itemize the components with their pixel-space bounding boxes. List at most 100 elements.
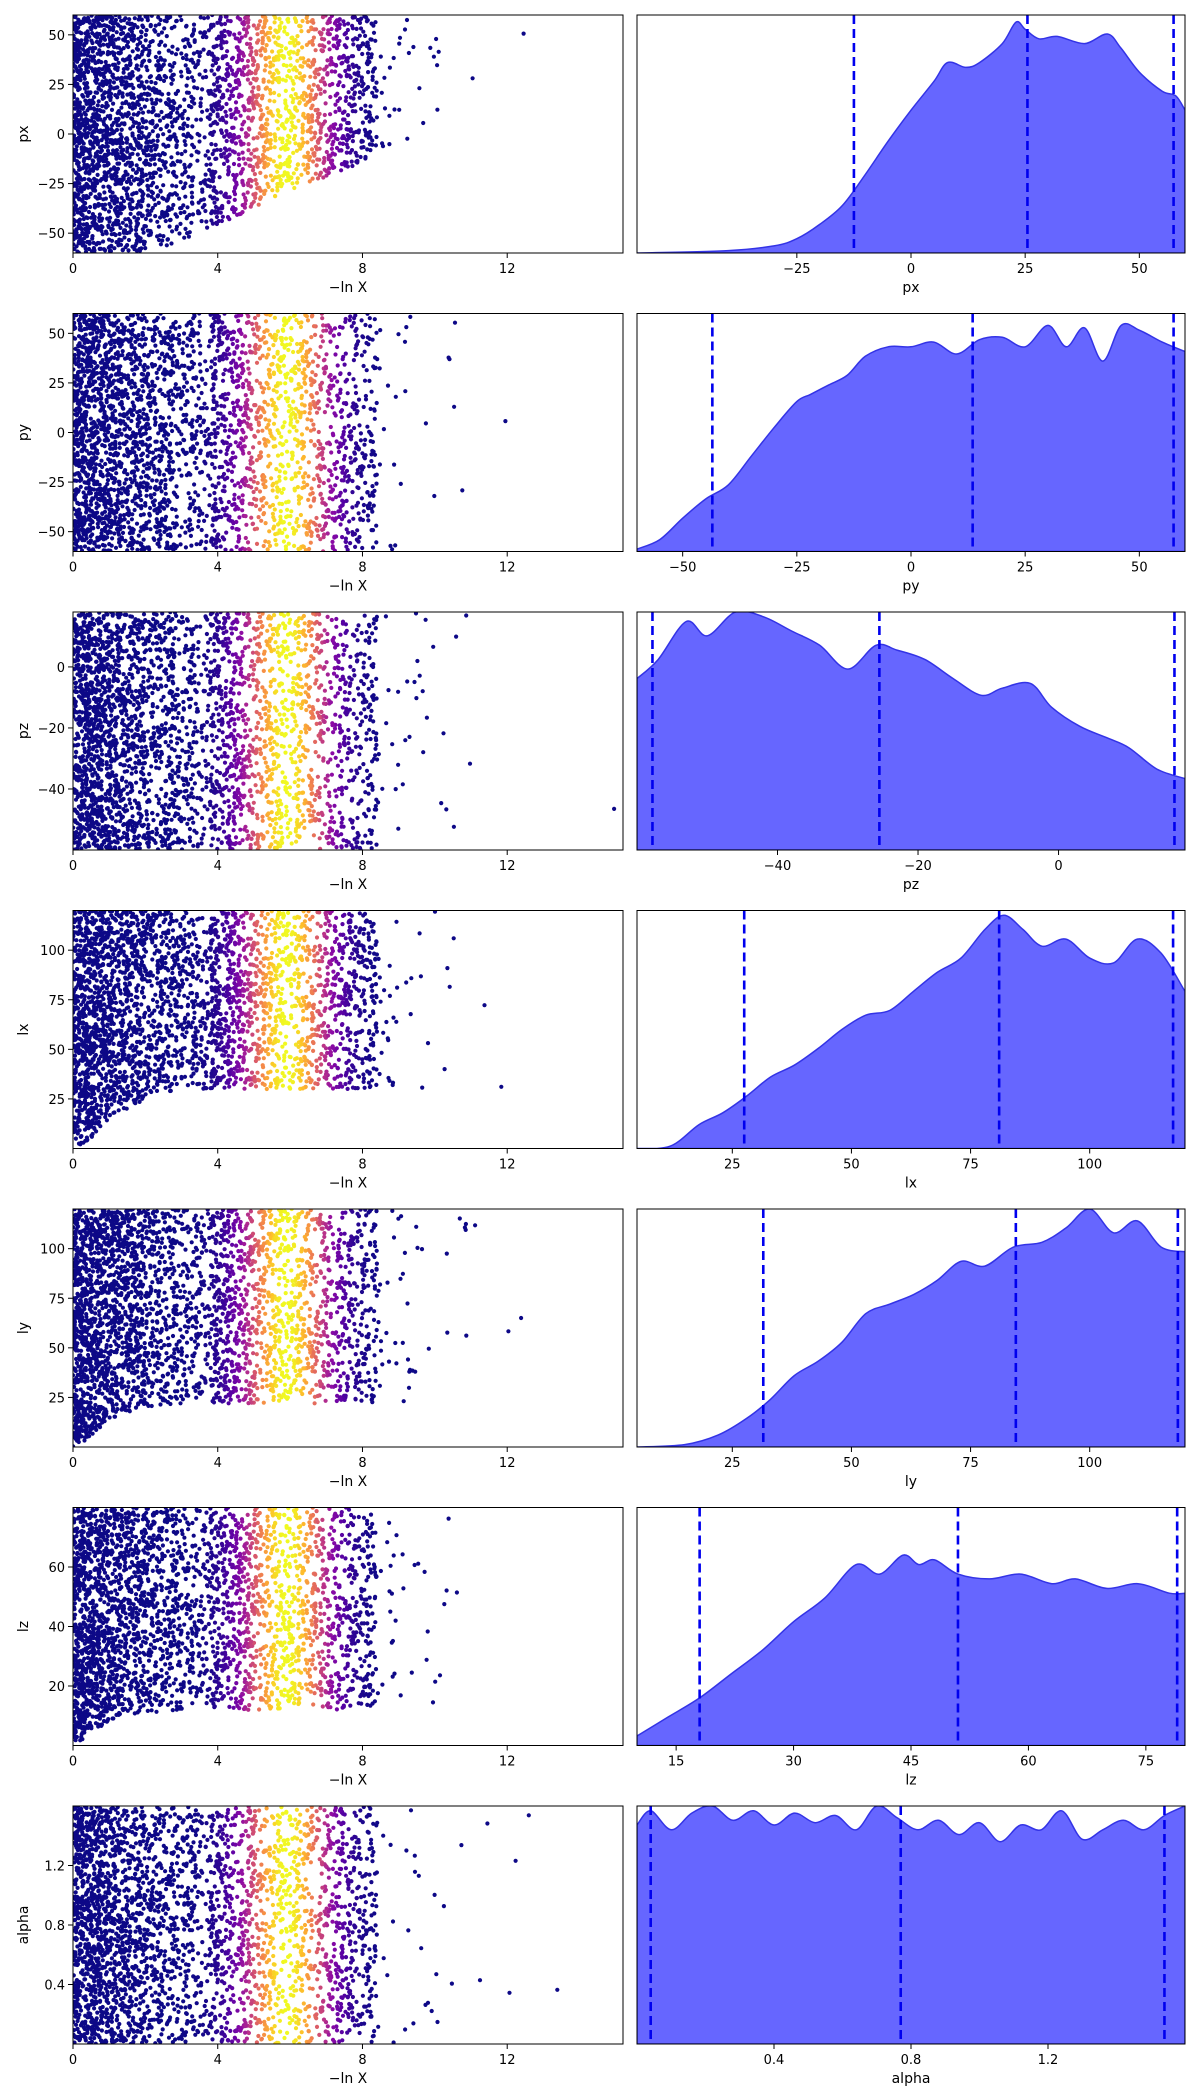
trace-point <box>140 333 146 338</box>
trace-point <box>103 529 108 534</box>
trace-point <box>371 30 377 35</box>
trace-point <box>171 407 176 412</box>
trace-point <box>296 382 301 387</box>
trace-point <box>219 30 224 35</box>
trace-point <box>144 421 149 426</box>
trace-point <box>120 349 125 354</box>
trace-point <box>225 88 230 93</box>
trace-point <box>103 461 108 467</box>
trace-point <box>132 215 137 220</box>
trace-point <box>373 38 378 43</box>
trace-point <box>99 486 104 491</box>
trace-point <box>129 517 134 522</box>
trace-point <box>89 398 94 403</box>
trace-point <box>101 239 106 244</box>
trace-point <box>316 140 321 145</box>
trace-point <box>135 99 140 105</box>
trace-point <box>114 471 119 476</box>
trace-point <box>163 218 168 224</box>
trace-point <box>266 79 271 84</box>
trace-point <box>93 90 98 95</box>
trace-point <box>290 78 295 83</box>
trace-point <box>108 26 114 31</box>
trace-point <box>347 477 352 482</box>
trace-point <box>228 64 233 70</box>
trace-point <box>405 136 410 141</box>
trace-point <box>313 108 318 113</box>
trace-point <box>307 157 312 163</box>
trace-point <box>204 74 209 80</box>
trace-point <box>281 173 286 178</box>
trace-point <box>388 543 393 549</box>
trace-point <box>220 105 225 110</box>
trace-point <box>114 76 119 81</box>
trace-point <box>150 379 155 384</box>
trace-point <box>119 322 124 327</box>
trace-point <box>156 58 161 64</box>
trace-point <box>102 23 107 28</box>
trace-point <box>234 182 239 187</box>
trace-point <box>189 153 194 158</box>
trace-point <box>318 128 323 133</box>
trace-point <box>95 196 100 201</box>
trace-point <box>174 441 179 446</box>
trace-point <box>135 424 140 429</box>
trace-point <box>102 27 107 32</box>
trace-point <box>158 415 163 420</box>
trace-point <box>190 424 195 429</box>
trace-point <box>89 322 94 327</box>
trace-point <box>348 314 353 319</box>
trace-point <box>97 48 102 53</box>
trace-point <box>77 369 82 374</box>
trace-point <box>280 53 285 59</box>
trace-point <box>107 219 112 224</box>
trace-point <box>252 172 257 177</box>
trace-point <box>310 176 315 181</box>
trace-point <box>267 543 273 549</box>
trace-point <box>82 373 87 378</box>
trace-point <box>139 337 144 342</box>
trace-point <box>348 127 353 132</box>
trace-point <box>282 126 287 131</box>
trace-point <box>138 40 143 46</box>
trace-point <box>258 188 263 193</box>
trace-point <box>105 152 110 157</box>
trace-point <box>253 177 258 183</box>
trace-point <box>136 533 141 538</box>
trace-point <box>247 163 252 168</box>
trace-point <box>178 406 184 411</box>
trace-point <box>277 24 282 29</box>
trace-point <box>306 113 311 118</box>
trace-point <box>230 205 236 210</box>
trace-point <box>128 356 133 361</box>
trace-point <box>142 47 147 52</box>
trace-point <box>143 162 148 167</box>
trace-point <box>200 205 205 210</box>
trace-point <box>113 208 118 213</box>
trace-point <box>183 63 188 68</box>
trace-point <box>208 88 213 93</box>
trace-point <box>119 372 124 377</box>
trace-point <box>232 150 237 155</box>
trace-point <box>92 71 98 77</box>
trace-point <box>272 507 277 512</box>
trace-point <box>103 207 108 212</box>
trace-point <box>123 245 128 250</box>
trace-point <box>268 132 273 137</box>
trace-point <box>262 148 267 153</box>
trace-point <box>252 148 257 153</box>
trace-point <box>170 459 175 464</box>
trace-point <box>113 385 118 390</box>
trace-point <box>90 220 95 225</box>
trace-point <box>268 138 273 143</box>
trace-point <box>199 429 204 435</box>
trace-point <box>224 120 229 125</box>
trace-point <box>284 119 289 124</box>
trace-point <box>88 224 93 229</box>
trace-point <box>141 469 146 474</box>
trace-point <box>162 58 167 63</box>
trace-point <box>98 226 103 231</box>
trace-point <box>145 454 150 459</box>
trace-point <box>255 186 260 191</box>
trace-point <box>423 421 428 426</box>
